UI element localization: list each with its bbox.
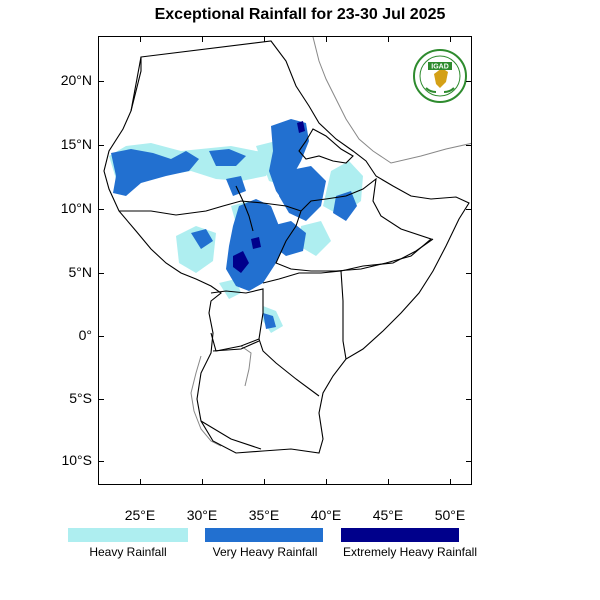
lat-label-5n: 5°N — [68, 264, 93, 280]
lon-label-30e: 30°E — [186, 507, 218, 523]
lon-label-25e: 25°E — [124, 507, 156, 523]
extremely-heavy-rainfall-areas — [233, 121, 305, 273]
legend-label-extremely-heavy: Extremely Heavy Rainfall — [342, 545, 478, 559]
lat-tick — [466, 209, 472, 210]
lat-label-20n: 20°N — [60, 72, 92, 88]
lon-tick — [326, 36, 327, 42]
lon-tick — [326, 479, 327, 485]
logo-text: IGAD — [431, 64, 449, 71]
lat-tick — [466, 145, 472, 146]
lat-label-5s: 5°S — [69, 390, 92, 406]
lat-label-10s: 10°S — [61, 452, 92, 468]
lon-tick — [264, 479, 265, 485]
lon-tick — [388, 479, 389, 485]
lat-tick — [466, 461, 472, 462]
lon-tick — [450, 36, 451, 42]
lat-tick — [466, 336, 472, 337]
lat-label-10n: 10°N — [60, 200, 92, 216]
lat-tick — [466, 399, 472, 400]
lat-tick — [98, 273, 104, 274]
igad-logo-icon: IGAD — [412, 48, 468, 104]
lat-tick — [466, 273, 472, 274]
lon-tick — [140, 479, 141, 485]
map-panel — [98, 36, 472, 485]
lon-label-40e: 40°E — [310, 507, 342, 523]
legend-label-heavy: Heavy Rainfall — [89, 545, 167, 559]
lat-tick — [98, 209, 104, 210]
lat-tick — [98, 461, 104, 462]
lat-label-0: 0° — [78, 327, 92, 343]
lon-label-35e: 35°E — [248, 507, 280, 523]
map-canvas — [103, 37, 471, 454]
lon-label-50e: 50°E — [434, 507, 466, 523]
map-title: Exceptional Rainfall for 23-30 Jul 2025 — [154, 6, 446, 23]
lon-tick — [264, 36, 265, 42]
legend-swatch-heavy — [68, 528, 188, 542]
lat-tick — [98, 399, 104, 400]
legend-label-very-heavy: Very Heavy Rainfall — [212, 545, 318, 559]
lat-label-15n: 15°N — [60, 136, 92, 152]
lon-tick — [140, 36, 141, 42]
lat-tick — [98, 81, 104, 82]
lat-tick — [98, 145, 104, 146]
legend-swatch-extremely-heavy — [341, 528, 459, 542]
country-borders — [103, 40, 470, 454]
lat-tick — [466, 81, 472, 82]
lon-tick — [388, 36, 389, 42]
lat-tick — [98, 336, 104, 337]
lon-tick — [450, 479, 451, 485]
coastline-features — [190, 37, 471, 447]
lon-label-45e: 45°E — [372, 507, 404, 523]
lon-tick — [202, 479, 203, 485]
lon-tick — [202, 36, 203, 42]
legend-swatch-very-heavy — [205, 528, 323, 542]
